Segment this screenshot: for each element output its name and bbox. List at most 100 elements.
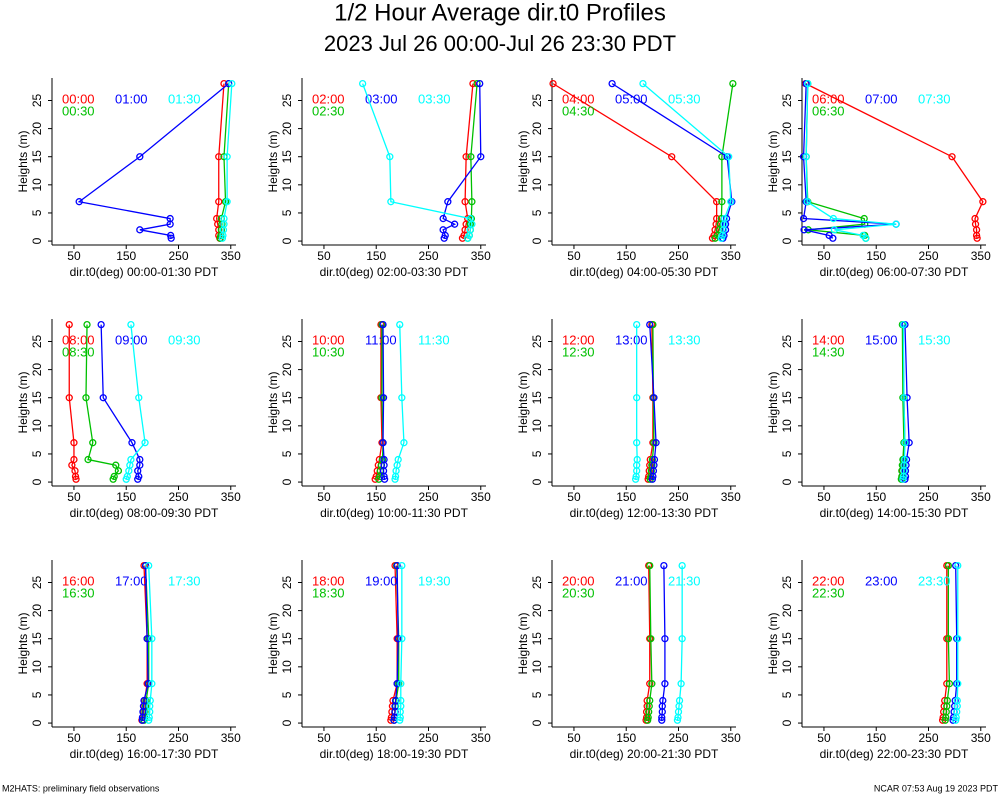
x-tick-label: 150 <box>116 490 136 504</box>
profile-point <box>143 635 151 643</box>
profile-point <box>944 561 953 570</box>
profile-point <box>652 439 660 447</box>
profile-point <box>644 716 652 724</box>
profile-point <box>944 635 953 643</box>
x-tick-label: 350 <box>471 490 491 504</box>
profile-point <box>549 79 557 88</box>
legend-label: 22:30 <box>812 585 845 600</box>
y-tick-label: 15 <box>30 150 44 164</box>
profile-point <box>144 680 152 688</box>
profile-point <box>954 680 962 688</box>
profile-point <box>825 231 833 240</box>
x-tick-label: 350 <box>471 249 491 263</box>
profile-point <box>110 472 118 481</box>
profile-point <box>466 214 474 223</box>
x-axis-label: dir.t0(deg) 18:00-19:30 PDT <box>320 747 469 761</box>
profile-point <box>127 455 135 464</box>
legend-label: 05:00 <box>615 91 648 106</box>
profile-line <box>125 324 146 480</box>
profile-point <box>639 79 647 88</box>
legend-label: 17:00 <box>115 573 148 588</box>
profile-point <box>650 439 658 447</box>
profile-point <box>859 231 867 240</box>
profile-point <box>661 635 669 643</box>
profile-point <box>99 394 107 402</box>
profile-point <box>469 79 477 88</box>
profile-point <box>220 79 228 88</box>
legend-label: 03:00 <box>365 91 398 106</box>
profile-line <box>611 83 733 239</box>
profile-point <box>148 635 156 643</box>
y-tick-label: 15 <box>30 391 44 405</box>
profile-point <box>661 680 669 688</box>
y-tick-label: 25 <box>30 93 44 107</box>
profile-point <box>943 696 951 705</box>
legend-label: 08:30 <box>62 344 95 359</box>
legend-label: 18:00 <box>312 573 345 588</box>
y-tick-label: 25 <box>780 93 794 107</box>
legend-label: 00:00 <box>62 91 95 106</box>
profile-point <box>678 635 686 643</box>
legend-label: 15:30 <box>918 332 951 347</box>
profile-point <box>718 198 726 206</box>
x-tick-label: 250 <box>168 490 188 504</box>
y-tick-label: 20 <box>280 604 294 618</box>
y-axis-label: Heights (m) <box>766 371 780 433</box>
profile-point <box>900 394 908 402</box>
legend-label: 01:30 <box>168 91 201 106</box>
x-axis-label: dir.t0(deg) 20:00-21:30 PDT <box>570 747 719 761</box>
profile-point <box>128 439 136 447</box>
x-tick-label: 150 <box>616 249 636 263</box>
x-tick-label: 50 <box>567 490 581 504</box>
x-tick-label: 350 <box>471 731 491 745</box>
profile-point <box>84 455 92 464</box>
x-tick-label: 350 <box>971 490 991 504</box>
profile-point <box>89 439 97 447</box>
profile-point <box>141 439 149 447</box>
page-title: 1/2 Hour Average dir.t0 Profiles <box>334 0 666 26</box>
profile-point <box>215 153 223 161</box>
y-tick-label: 5 <box>30 450 44 457</box>
profile-point <box>136 226 144 234</box>
profile-point <box>633 439 641 447</box>
y-tick-label: 0 <box>280 719 294 726</box>
legend-label: 16:30 <box>62 585 95 600</box>
legend-label: 21:00 <box>615 573 648 588</box>
x-tick-label: 350 <box>721 490 741 504</box>
y-tick-label: 10 <box>280 178 294 192</box>
x-axis-label: dir.t0(deg) 04:00-05:30 PDT <box>570 265 719 279</box>
profile-point <box>358 79 367 88</box>
legend-label: 22:00 <box>812 573 845 588</box>
y-tick-label: 10 <box>530 419 544 433</box>
profile-point <box>167 231 175 240</box>
profile-point <box>631 475 640 483</box>
legend-label: 16:00 <box>62 573 95 588</box>
x-tick-label: 50 <box>67 249 81 263</box>
profile-point <box>720 214 729 223</box>
profile-point <box>899 320 908 329</box>
y-tick-label: 15 <box>530 391 544 405</box>
x-axis-label: dir.t0(deg) 10:00-11:30 PDT <box>320 506 469 520</box>
y-axis-label: Heights (m) <box>16 130 30 192</box>
y-tick-label: 5 <box>530 691 544 698</box>
profile-point <box>633 455 641 464</box>
profile-point <box>114 467 123 475</box>
y-tick-label: 25 <box>530 334 544 348</box>
y-tick-label: 15 <box>780 391 794 405</box>
y-tick-label: 20 <box>280 122 294 136</box>
legend-label: 23:00 <box>865 573 898 588</box>
x-axis-label: dir.t0(deg) 06:00-07:30 PDT <box>820 265 969 279</box>
profile-point <box>380 475 389 483</box>
legend-label: 23:30 <box>918 573 951 588</box>
y-tick-label: 10 <box>280 660 294 674</box>
profile-point <box>608 79 616 88</box>
profile-point <box>215 198 223 206</box>
profile-point <box>386 153 394 161</box>
profile-line <box>805 83 897 239</box>
y-tick-label: 10 <box>30 419 44 433</box>
x-tick-label: 250 <box>668 249 688 263</box>
x-tick-label: 50 <box>317 249 331 263</box>
x-tick-label: 250 <box>918 731 938 745</box>
x-tick-label: 250 <box>668 490 688 504</box>
profile-point <box>476 79 484 88</box>
